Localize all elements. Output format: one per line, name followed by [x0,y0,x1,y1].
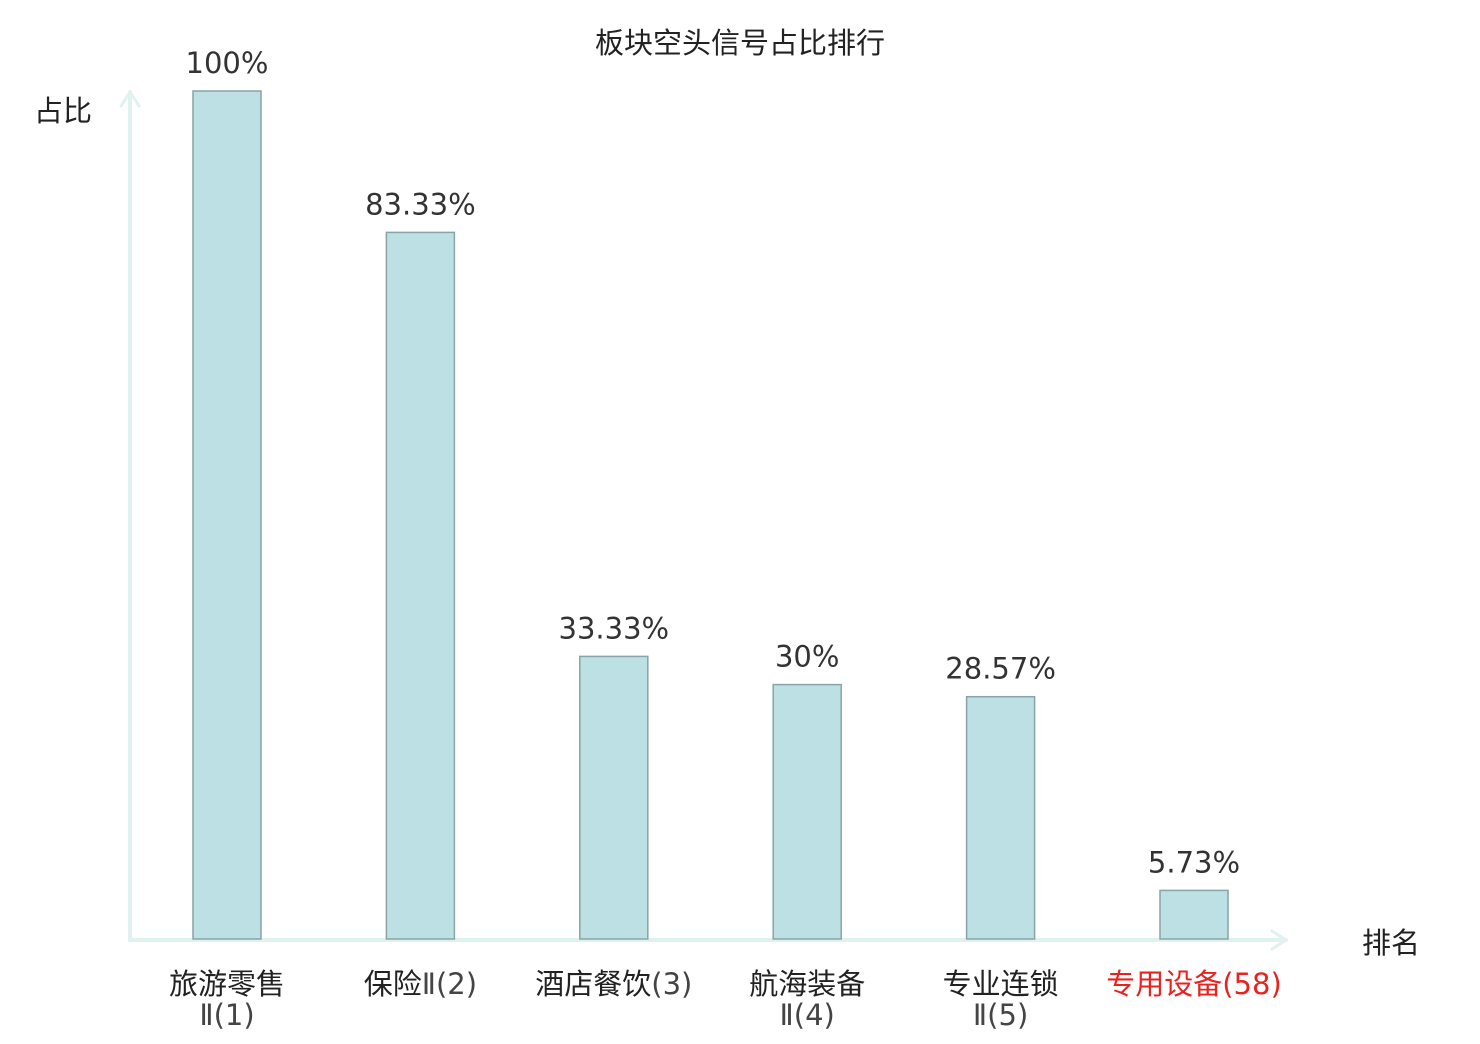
bar [192,90,262,940]
bar [772,683,842,940]
y-axis-label: 占比 [34,94,92,128]
category-name: 专业连锁 [943,967,1059,1001]
bars-group [192,90,1229,940]
bar [385,231,456,940]
category-rank: (3) [651,967,692,1001]
axes [119,90,1288,951]
category-name: 专用设备 [1106,967,1222,1001]
category-rank: (58) [1222,967,1282,1001]
category-rank: Ⅱ(2) [422,967,477,1001]
value-labels-group: 100% 83.33% 33.33% 30% 28.57% 5.73% [186,46,1241,879]
bar-value-label: 28.57% [945,652,1056,686]
category-name: 保险 [364,967,422,1001]
category-label: 专用设备(58) [1106,967,1282,1001]
category-label: 保险Ⅱ(2) [364,967,477,1001]
bar-value-label: 5.73% [1148,845,1240,879]
bar-value-label: 100% [186,46,269,80]
category-label: 酒店餐饮(3) [535,967,692,1001]
chart-title: 板块空头信号占比排行 [595,26,885,60]
bar-value-label: 30% [775,640,839,674]
category-rank: Ⅱ(5) [973,998,1028,1032]
x-axis-label: 排名 [1362,926,1420,960]
category-name: 航海装备 [749,967,865,1001]
bar-value-label: 33.33% [559,611,670,645]
bar [1159,889,1229,940]
y-axis-arrow [119,90,141,108]
bar [579,655,649,940]
category-name: 旅游零售 [169,967,285,1001]
bar-value-label: 83.33% [365,187,476,221]
category-rank: Ⅱ(4) [780,998,835,1032]
category-name: 酒店餐饮 [535,967,651,1001]
category-rank: Ⅱ(1) [199,998,254,1032]
x-axis-arrow [1270,929,1288,951]
bar [965,695,1036,940]
